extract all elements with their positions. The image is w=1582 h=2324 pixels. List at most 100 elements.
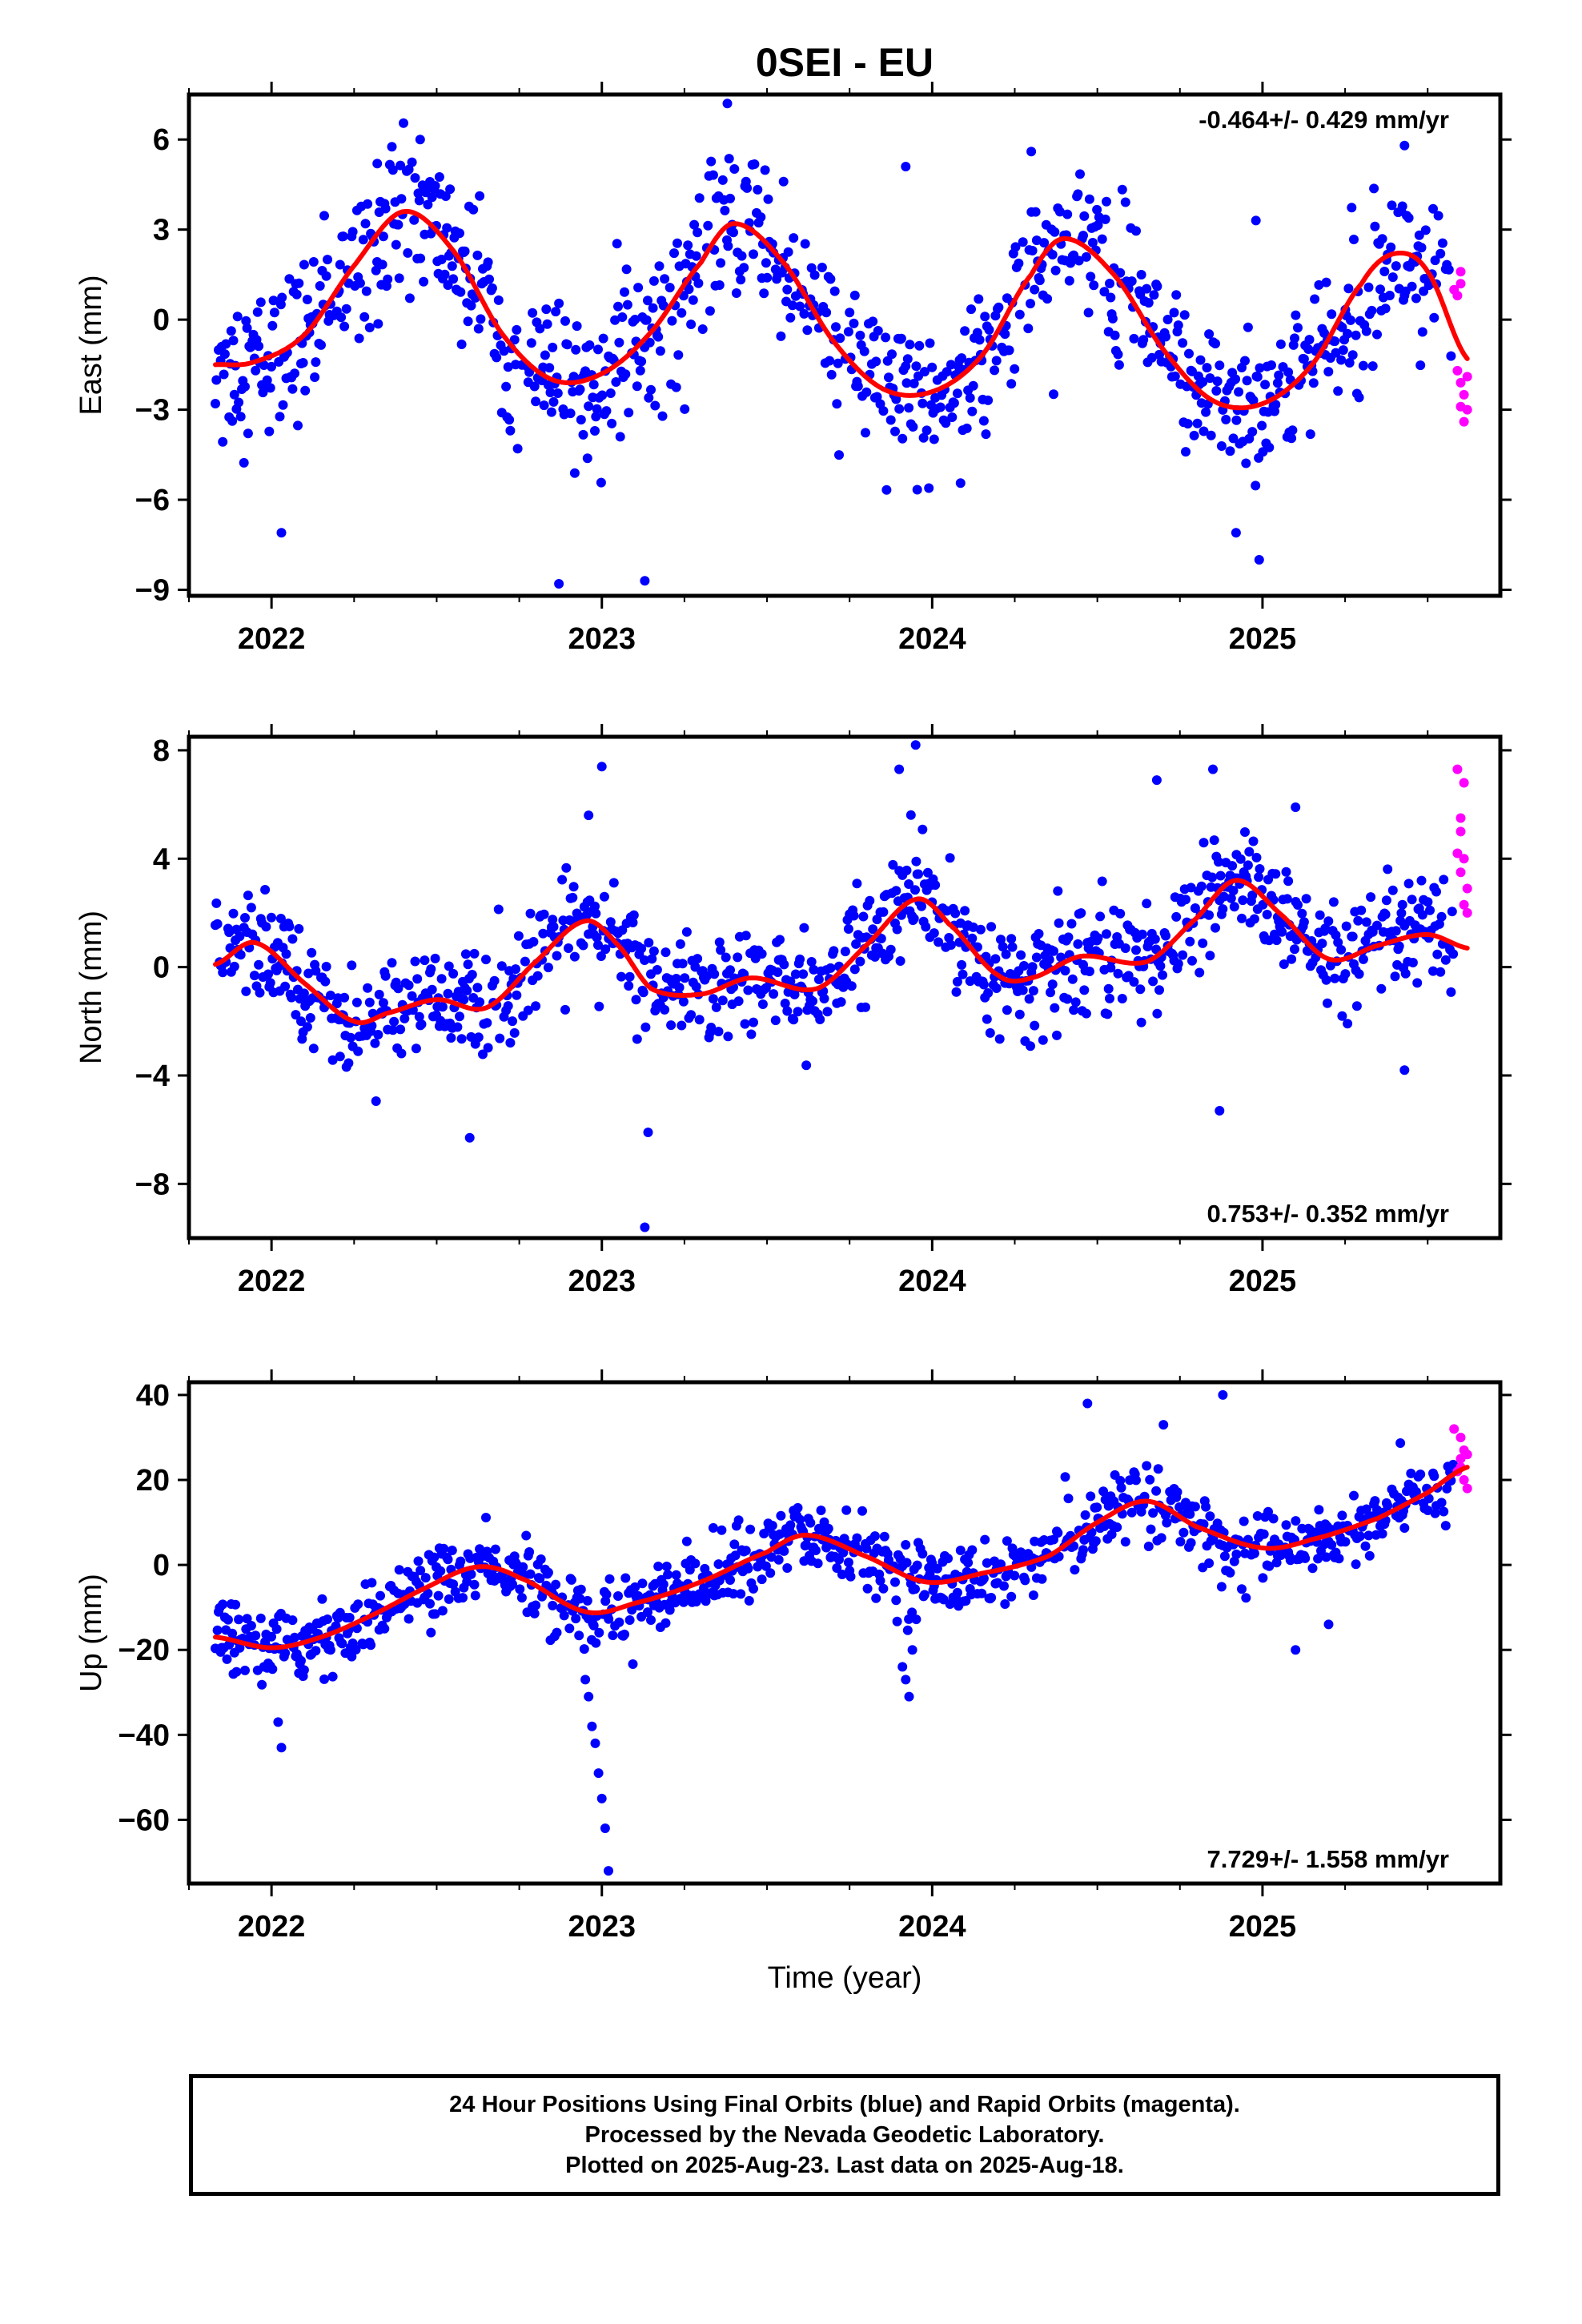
final-orbit-point [951,987,962,997]
final-orbit-point [339,992,350,1003]
rapid-orbit-point [1462,404,1472,415]
final-orbit-point [1251,480,1261,491]
final-orbit-point [798,969,809,979]
final-orbit-point [757,1574,767,1585]
final-orbit-point [823,1523,833,1534]
final-orbit-point [1153,1464,1163,1474]
final-orbit-point [1300,1553,1311,1563]
final-orbit-point [1235,854,1246,864]
final-orbit-point [743,1563,753,1574]
final-orbit-point [1215,360,1225,371]
final-orbit-point [223,1614,233,1625]
final-orbit-point [998,942,1008,952]
final-orbit-point [229,389,239,400]
final-orbit-point [259,360,269,370]
final-orbit-point [604,1574,615,1584]
final-orbit-point [380,971,391,981]
final-orbit-point [934,937,944,947]
final-orbit-point [571,344,581,355]
final-orbit-point [782,1563,793,1573]
final-orbit-point [919,367,930,377]
final-orbit-point [576,1584,586,1594]
final-orbit-point [725,193,735,203]
final-orbit-point [593,344,603,355]
final-orbit-point [974,335,985,345]
final-orbit-point [1287,425,1298,436]
final-orbit-point [472,983,483,993]
final-orbit-point [806,957,817,967]
final-orbit-point [221,339,231,349]
final-orbit-point [1354,969,1364,979]
final-orbit-point [632,381,642,392]
final-orbit-point [569,951,580,962]
final-orbit-point [509,335,520,345]
final-orbit-point [891,1595,901,1606]
final-orbit-point [419,276,429,287]
final-orbit-point [1381,895,1391,906]
final-orbit-point [568,892,578,903]
final-orbit-point [875,1575,885,1586]
final-orbit-point [1086,271,1096,282]
final-orbit-point [1435,248,1446,259]
final-orbit-point [389,1016,400,1027]
final-orbit-point [978,1574,989,1583]
final-orbit-point [1079,211,1090,221]
final-orbit-point [822,1007,833,1017]
final-orbit-point [544,363,555,373]
final-orbit-point [321,271,331,281]
final-orbit-point [914,340,925,351]
final-orbit-point [559,1610,569,1621]
final-orbit-point [548,922,559,932]
final-orbit-point [736,275,746,285]
final-orbit-point [1272,378,1283,388]
final-orbit-point [1446,987,1456,997]
final-orbit-point [327,1055,338,1065]
final-orbit-point [1255,363,1265,373]
final-orbit-point [1423,1506,1433,1515]
final-orbit-point [1433,211,1443,221]
caption-line-2: Processed by the Nevada Geodetic Laborat… [584,2122,1105,2148]
final-orbit-point [902,354,913,364]
final-orbit-point [1169,308,1179,318]
y-tick-label: 0 [153,304,170,337]
final-orbit-point [767,1521,777,1530]
final-orbit-point [673,238,682,248]
final-orbit-point [821,308,832,318]
final-orbit-point [855,330,865,340]
final-orbit-point [1016,950,1026,960]
y-tick-label: 4 [153,842,170,876]
final-orbit-point [958,969,968,979]
final-orbit-point [613,1591,623,1601]
final-orbit-point [986,922,997,932]
final-orbit-point [584,340,595,350]
final-orbit-point [608,878,619,888]
final-orbit-point [1264,1561,1275,1571]
final-orbit-point [1361,1504,1371,1514]
final-orbit-point [437,1606,448,1616]
final-orbit-point [523,1005,533,1015]
final-orbit-point [344,1613,355,1622]
final-orbit-point [962,423,972,433]
final-orbit-point [1268,1514,1279,1524]
final-orbit-point [708,1522,718,1533]
final-orbit-point [1103,983,1114,994]
rapid-orbit-point [1456,826,1466,837]
final-orbit-point [444,1594,454,1604]
final-orbit-point [413,1556,424,1566]
final-orbit-point [694,1015,705,1025]
final-orbit-point [1423,897,1433,907]
final-orbit-point [255,297,266,308]
final-orbit-point [235,931,245,942]
final-orbit-point [1014,1009,1025,1019]
final-orbit-point [323,255,332,265]
final-orbit-point [561,862,572,873]
final-orbit-point [1243,860,1253,870]
final-orbit-point [234,1614,244,1625]
final-orbit-point [1014,258,1024,268]
final-orbit-point [985,1027,995,1038]
final-orbit-point [1092,204,1102,215]
final-orbit-point [691,251,701,261]
final-orbit-point [487,283,497,293]
final-orbit-point [861,428,870,438]
final-orbit-point [320,976,331,987]
